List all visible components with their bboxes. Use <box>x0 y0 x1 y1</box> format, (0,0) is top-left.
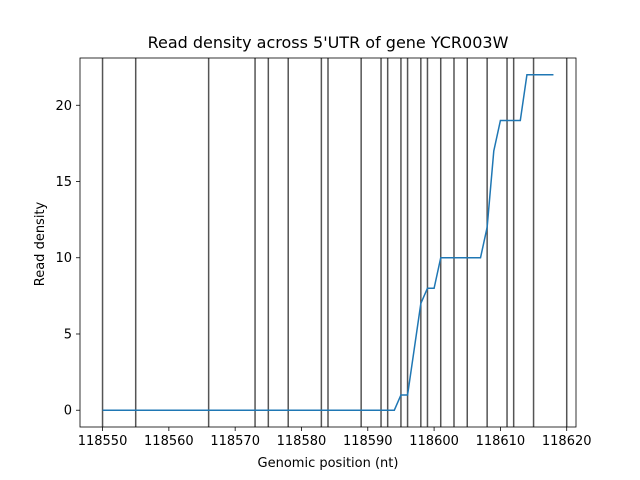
x-tick-label: 118550 <box>78 434 128 449</box>
x-tick-label: 118580 <box>277 434 327 449</box>
x-tick-label: 118610 <box>476 434 526 449</box>
read-density-line <box>102 74 554 411</box>
y-tick-label: 0 <box>64 404 72 419</box>
y-tick-label: 10 <box>55 251 72 266</box>
x-tick-label: 118560 <box>144 434 194 449</box>
chart-title: Read density across 5'UTR of gene YCR003… <box>148 33 509 52</box>
y-tick-label: 5 <box>64 327 72 342</box>
y-axis-ticks: 0 5 10 15 20 <box>55 99 80 419</box>
x-tick-label: 118600 <box>409 434 459 449</box>
axes-frame <box>79 57 577 428</box>
x-tick-label: 118620 <box>542 434 592 449</box>
vertical-lines <box>101 58 568 427</box>
x-axis-ticks: 118550 118560 118570 118580 118590 118600 1186… <box>78 427 592 449</box>
y-tick-label: 20 <box>55 99 72 114</box>
x-tick-label: 118570 <box>210 434 260 449</box>
y-tick-label: 15 <box>55 175 72 190</box>
x-tick-label: 118590 <box>343 434 393 449</box>
y-axis-label: Read density <box>33 201 48 286</box>
x-axis-label: Genomic position (nt) <box>258 456 399 471</box>
